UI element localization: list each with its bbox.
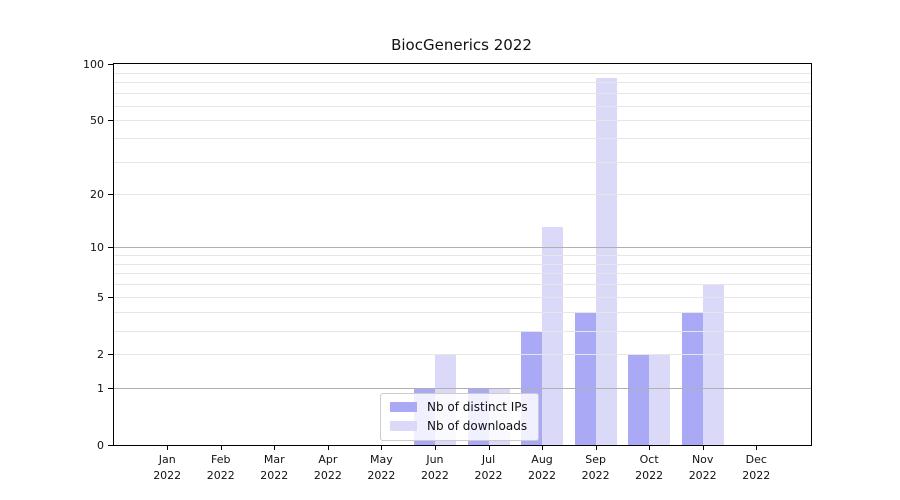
- gridline-10: [114, 247, 811, 248]
- x-axis-label-oct: Oct 2022: [635, 453, 664, 482]
- bar-aug-downloads: [542, 227, 564, 445]
- bar-nov-distinct-ips: [681, 312, 703, 445]
- gridline-30: [114, 162, 811, 163]
- x-axis-label-may: May 2022: [367, 453, 396, 482]
- gridline-90: [114, 73, 811, 74]
- gridline-80: [114, 82, 811, 83]
- bar-nov-downloads: [702, 284, 724, 445]
- x-axis-label-mar: Mar 2022: [260, 453, 289, 482]
- bar-oct-downloads: [649, 354, 671, 445]
- x-tick-mar: [274, 446, 276, 450]
- gridline-7: [114, 273, 811, 274]
- x-tick-feb: [220, 446, 222, 450]
- legend-label-distinct-ips: Nb of distinct IPs: [427, 400, 528, 414]
- y-axis-label-2: 2: [97, 348, 104, 362]
- y-tick-10: [108, 247, 114, 248]
- gridline-2: [114, 354, 811, 355]
- x-tick-jul: [488, 446, 490, 450]
- y-axis-label-20: 20: [90, 187, 104, 201]
- y-tick-5: [108, 297, 114, 298]
- chart-title: BiocGenerics 2022: [391, 36, 532, 54]
- x-axis-label-sep: Sep 2022: [581, 453, 610, 482]
- x-tick-oct: [649, 446, 651, 450]
- bar-sep-distinct-ips: [574, 312, 596, 445]
- y-axis-label-0: 0: [97, 439, 104, 452]
- legend-entry-downloads: Nb of downloads: [390, 418, 528, 434]
- y-tick-20: [108, 194, 114, 195]
- y-axis-label-100: 100: [83, 58, 104, 71]
- legend-entry-distinct-ips: Nb of distinct IPs: [390, 399, 528, 415]
- gridline-8: [114, 264, 811, 265]
- y-tick-0: [108, 445, 114, 446]
- x-axis-label-jun: Jun 2022: [420, 453, 449, 482]
- legend-swatch-downloads: [390, 421, 417, 431]
- gridline-6: [114, 284, 811, 285]
- x-tick-sep: [595, 446, 597, 450]
- x-axis-label-apr: Apr 2022: [313, 453, 342, 482]
- legend: Nb of distinct IPs Nb of downloads: [380, 393, 539, 441]
- x-axis-label-jan: Jan 2022: [153, 453, 182, 482]
- bar-sep-downloads: [595, 78, 617, 445]
- gridline-40: [114, 138, 811, 139]
- x-tick-apr: [327, 446, 329, 450]
- y-axis-label-5: 5: [97, 291, 104, 305]
- y-axis-label-10: 10: [90, 241, 104, 255]
- x-tick-may: [381, 446, 383, 450]
- gridline-60: [114, 106, 811, 107]
- x-tick-aug: [542, 446, 544, 450]
- x-axis-label-aug: Aug 2022: [528, 453, 557, 482]
- plot-area: Nb of distinct IPs Nb of downloads 100 50…: [83, 58, 812, 482]
- gridline-5: [114, 297, 811, 298]
- x-tick-jan: [167, 446, 169, 450]
- gridline-20: [114, 194, 811, 195]
- x-tick-nov: [702, 446, 704, 450]
- y-axis-label-1: 1: [97, 381, 104, 395]
- y-tick-50: [108, 120, 114, 121]
- y-tick-1: [108, 388, 114, 389]
- gridline-70: [114, 93, 811, 94]
- y-tick-2: [108, 354, 114, 355]
- gridline-1: [114, 388, 811, 389]
- gridline-4: [114, 312, 811, 313]
- gridline-50: [114, 120, 811, 121]
- x-axis-label-dec: Dec 2022: [742, 453, 771, 482]
- bar-oct-distinct-ips: [628, 354, 650, 445]
- x-axis-label-jul: Jul 2022: [474, 453, 503, 482]
- x-tick-jun: [434, 446, 436, 450]
- y-tick-100: [108, 64, 114, 65]
- gridline-3: [114, 331, 811, 332]
- x-tick-dec: [756, 446, 758, 450]
- x-axis-label-feb: Feb 2022: [206, 453, 235, 482]
- legend-swatch-distinct-ips: [390, 402, 417, 412]
- legend-label-downloads: Nb of downloads: [427, 419, 528, 433]
- y-axis-label-50: 50: [90, 114, 104, 128]
- gridline-9: [114, 255, 811, 256]
- x-axis-label-nov: Nov 2022: [688, 453, 717, 482]
